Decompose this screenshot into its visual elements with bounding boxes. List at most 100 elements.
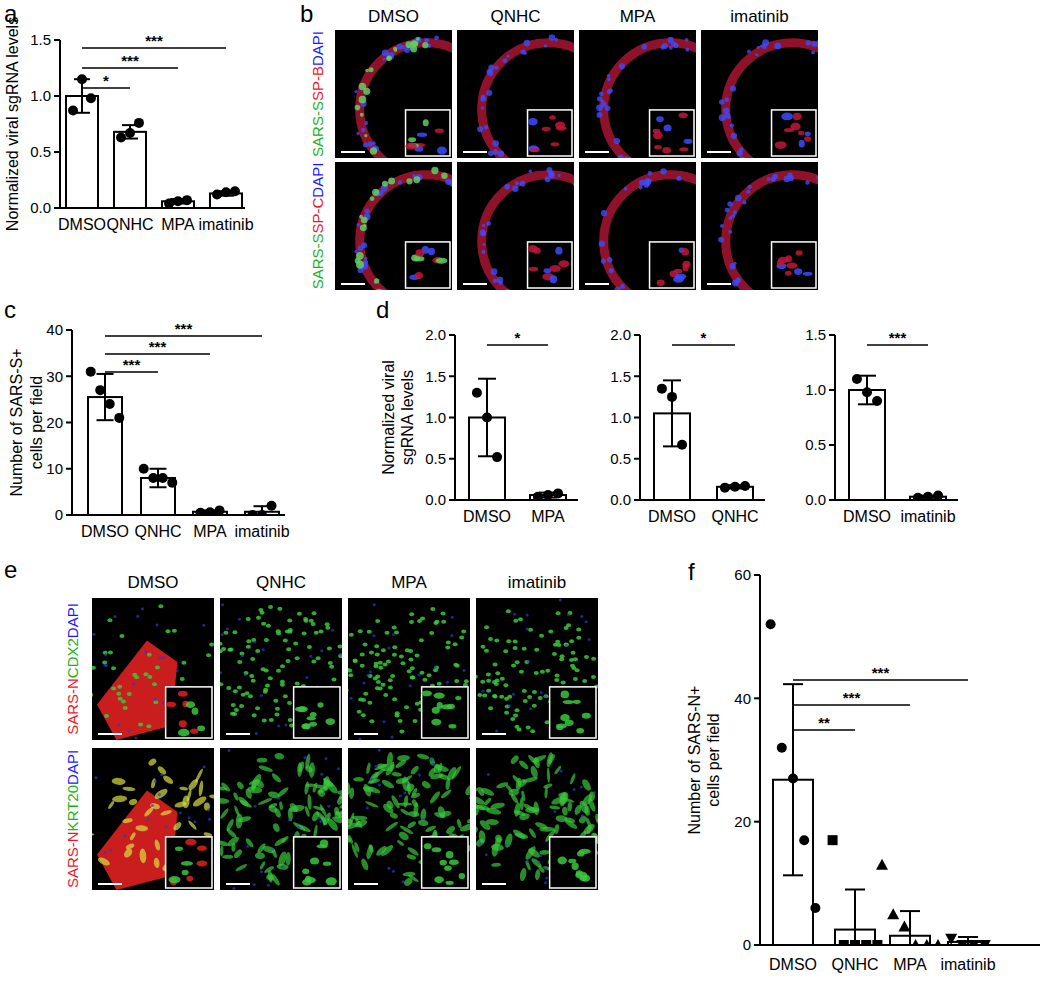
bar [849,390,885,500]
organoid-ring [726,43,818,158]
nucleus [367,674,370,677]
keratin [232,792,239,802]
y-tick-label: 20 [734,813,751,830]
keratin [209,794,214,799]
nucleus [203,765,206,768]
nucleus [374,644,379,648]
keratin [476,787,479,796]
y-tick-label: 1.5 [805,326,826,343]
micrograph-content [348,749,470,888]
error-bar [478,379,496,457]
nucleus [286,659,291,663]
nucleus [430,758,433,761]
nucleus [372,141,376,145]
nucleus [437,682,442,686]
y-tick-label: 1.5 [30,31,51,48]
keratin [420,808,427,821]
nucleus [484,649,489,653]
inset-cell [186,876,193,882]
nucleus [418,673,421,676]
error-stem [854,890,856,947]
nucleus [513,619,518,623]
nucleus [607,89,612,94]
nucleus [364,257,367,260]
nucleus [107,618,112,622]
column-title: QNHC [490,7,540,26]
nucleus [255,706,260,710]
inset-cell [186,701,195,708]
significance-label: *** [872,664,890,681]
nucleus [179,811,182,814]
error-bar [539,493,557,498]
keratin [494,836,502,847]
nucleus [493,278,498,283]
keratin [367,778,380,785]
keratin [354,818,369,828]
keratin [371,767,386,779]
y-tick-label: 0.0 [805,491,826,508]
nucleus [482,243,485,246]
y-tick-label: 0.5 [425,450,446,467]
nucleus [361,242,367,248]
nucleus [585,620,588,623]
nucleus [526,860,529,863]
nucleus [262,719,267,723]
nucleus [277,724,280,727]
keratin [400,808,411,817]
inset-cell [181,861,193,866]
nucleus [544,867,547,870]
x-tick-label: MPA [531,508,565,525]
nucleus [263,690,268,694]
keratin [476,837,486,848]
nucleus [220,649,223,653]
nucleus [361,713,366,717]
nucleus [353,659,358,663]
nucleus [409,620,414,624]
significance-label: ** [818,714,830,731]
nucleus [141,607,144,610]
viral-signal [363,88,370,95]
micrograph-content [599,168,696,290]
inset-cell [432,707,440,714]
nucleus [364,121,368,125]
nucleus [748,185,752,189]
nucleus [280,680,285,684]
y-tick-label: 0.5 [610,450,631,467]
nucleus [408,649,413,653]
nucleus [747,49,751,53]
inset-cell [444,866,451,871]
nucleus [392,633,395,636]
nucleus [559,657,564,661]
point [766,619,776,629]
nucleus [403,792,406,795]
y-tick [754,821,760,823]
y-axis-label: Normalized viral sgRNA levels [4,17,21,231]
keratin [276,786,289,798]
error-bar [919,496,937,498]
nucleus [143,672,148,676]
nucleus [252,713,257,717]
nucleus [267,884,270,887]
point [95,385,105,395]
nucleus [493,695,498,699]
stain-label: DAPI [309,163,326,198]
nucleus [576,628,581,632]
inset [550,687,596,738]
keratin [304,764,314,774]
nucleus [422,818,425,821]
inset-cell [405,143,416,150]
nucleus [255,732,258,735]
nucleus [639,186,643,190]
nucleus [514,708,519,712]
nucleus [523,699,528,703]
nucleus [316,656,321,660]
nucleus [601,210,607,216]
point [799,835,809,845]
nucleus [513,640,518,644]
nucleus [155,665,160,669]
x-tick-label: imatinib [198,216,253,233]
inset-cell [558,260,569,267]
nucleus [441,620,446,624]
inset-cell [449,859,459,864]
viral-signal [441,172,448,179]
